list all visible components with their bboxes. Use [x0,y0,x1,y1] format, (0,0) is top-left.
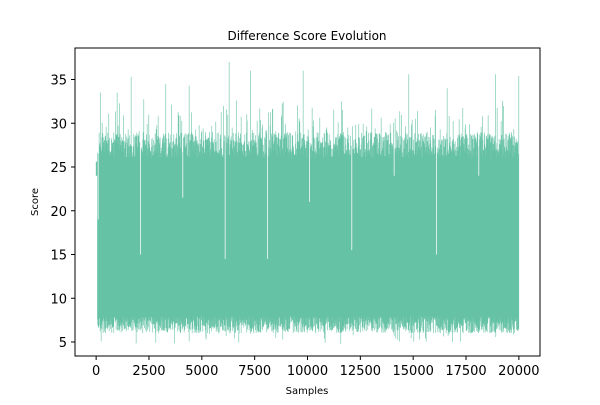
x-tick-label: 15000 [393,364,434,379]
x-axis-label: Samples [286,386,329,397]
x-tick-label: 20000 [498,364,539,379]
y-axis-label: Score [30,188,41,216]
chart-title: Difference Score Evolution [227,29,386,43]
series-layer [95,62,520,344]
y-axis-ticks: 5 10 15 20 25 30 35 [50,74,75,351]
y-tick-label: 30 [50,117,67,132]
x-tick-label: 2500 [132,364,165,379]
y-tick-label: 20 [50,205,67,220]
y-tick-label: 35 [50,74,67,89]
x-tick-label: 7500 [238,364,271,379]
y-tick-label: 10 [50,292,67,307]
x-tick-label: 17500 [445,364,486,379]
y-tick-label: 5 [59,336,67,351]
x-tick-label: 10000 [287,364,328,379]
score-series-line [95,62,520,344]
x-tick-label: 12500 [340,364,381,379]
y-tick-label: 15 [50,249,67,264]
x-tick-label: 0 [92,364,100,379]
x-tick-label: 5000 [185,364,218,379]
y-tick-label: 25 [50,161,67,176]
x-axis-ticks: 0 2500 5000 7500 10000 12500 15000 17500 20000 [92,356,540,379]
plot-frame [74,47,541,357]
